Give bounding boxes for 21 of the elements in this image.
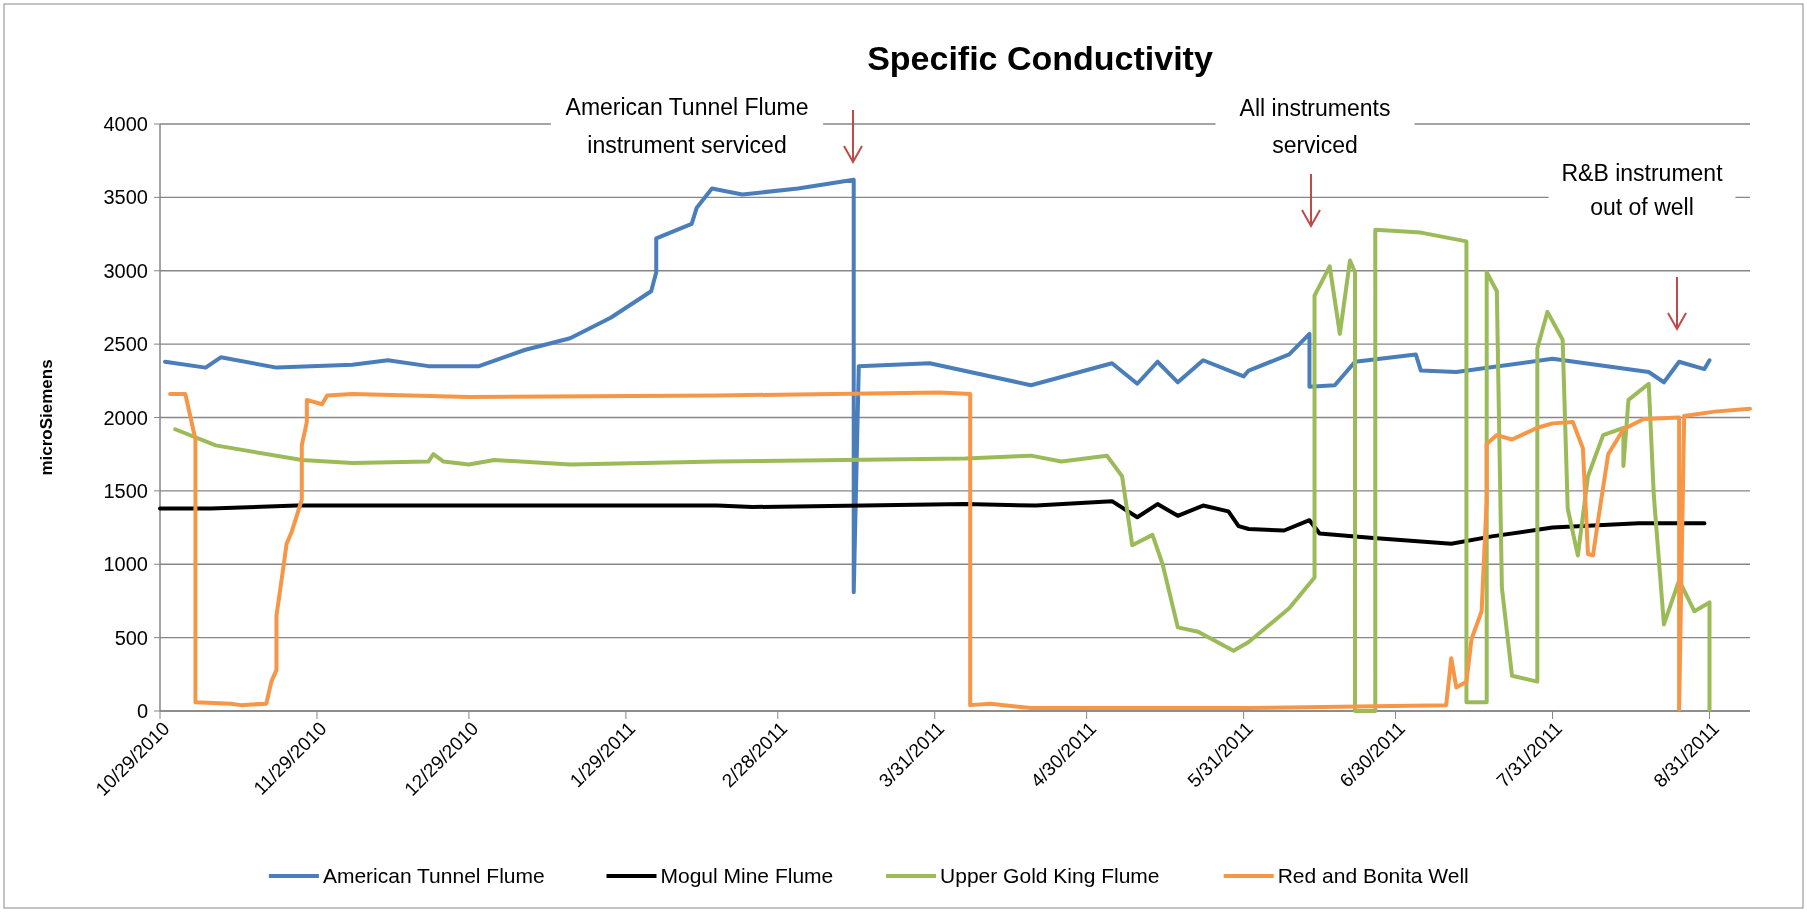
- y-tick-label: 3500: [103, 186, 148, 209]
- annotation: All instruments serviced: [1239, 95, 1391, 159]
- legend-label: Mogul Mine Flume: [660, 864, 834, 888]
- line-series: [173, 227, 1712, 713]
- y-tick-label: 2000: [103, 406, 148, 429]
- y-tick-label: 0: [136, 700, 148, 722]
- y-tick-label: 500: [114, 626, 148, 649]
- line-series: [168, 390, 1752, 712]
- y-tick-label: 1000: [103, 553, 148, 576]
- annotation: R&B instrument out of well: [1561, 160, 1724, 221]
- y-tick-label: 4000: [103, 113, 148, 135]
- y-tick-label: 2500: [103, 333, 148, 356]
- chart-title: Specific Conductivity: [867, 39, 1213, 77]
- line-series: [158, 499, 1707, 546]
- y-axis-title: microSiemens: [37, 359, 56, 476]
- legend-label: American Tunnel Flume: [322, 864, 545, 888]
- y-tick-label: 1500: [103, 479, 148, 502]
- legend-label: Red and Bonita Well: [1277, 864, 1469, 888]
- y-tick-label: 3000: [103, 259, 148, 282]
- legend-label: Upper Gold King Flume: [940, 864, 1160, 888]
- annotation: American Tunnel Flume instrument serviced: [565, 94, 809, 159]
